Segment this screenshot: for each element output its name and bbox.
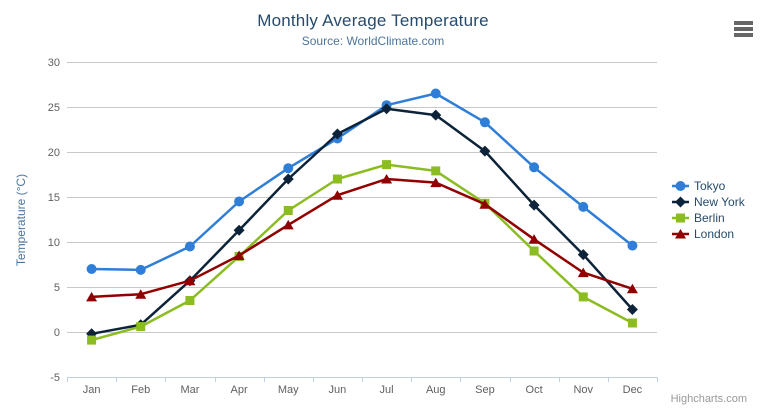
legend-item-new-york[interactable]: New York xyxy=(672,194,745,210)
marker-london[interactable] xyxy=(430,177,442,188)
marker-london[interactable] xyxy=(577,267,589,278)
marker-london[interactable] xyxy=(233,250,245,261)
marker-berlin[interactable] xyxy=(185,296,195,305)
y-axis-label: -5 xyxy=(50,372,60,384)
legend-marker-circle-icon xyxy=(672,181,689,191)
marker-london[interactable] xyxy=(86,291,98,302)
legend-item-label: New York xyxy=(694,195,745,209)
series-tokyo xyxy=(86,88,638,275)
marker-tokyo[interactable] xyxy=(479,117,490,128)
x-axis-label: Jun xyxy=(329,384,347,396)
marker-new-york[interactable] xyxy=(528,199,540,211)
y-axis-label: 5 xyxy=(54,282,60,294)
series-line-berlin[interactable] xyxy=(90,163,634,342)
series-line-new-york[interactable] xyxy=(90,107,634,336)
marker-berlin[interactable] xyxy=(431,166,441,176)
marker-new-york[interactable] xyxy=(381,103,393,115)
marker-tokyo[interactable] xyxy=(578,201,589,212)
marker-berlin[interactable] xyxy=(529,246,539,256)
y-axis-label: 30 xyxy=(48,57,60,69)
series-line-tokyo[interactable] xyxy=(90,92,634,272)
marker-new-york[interactable] xyxy=(331,128,343,140)
legend-marker-diamond-icon xyxy=(672,196,689,208)
marker-tokyo[interactable] xyxy=(86,264,97,274)
marker-london[interactable] xyxy=(135,289,147,299)
marker-berlin[interactable] xyxy=(382,160,392,170)
legend-marker-square-icon xyxy=(672,213,689,223)
x-axis-label: Nov xyxy=(573,384,593,396)
legend-marker-shape[interactable] xyxy=(676,213,685,223)
chart-subtitle: Source: WorldClimate.com xyxy=(301,34,445,48)
x-axis-label: Sep xyxy=(475,384,495,396)
marker-new-york[interactable] xyxy=(282,173,294,185)
context-menu-button[interactable] xyxy=(731,18,757,40)
x-axis-label: Apr xyxy=(231,384,248,396)
marker-berlin[interactable] xyxy=(283,206,293,215)
legend: Tokyo New York Berlin London xyxy=(672,178,745,242)
legend-marker-shape[interactable] xyxy=(675,229,686,239)
marker-tokyo[interactable] xyxy=(627,240,638,251)
highcharts-credit[interactable]: Highcharts.com xyxy=(670,393,747,405)
x-axis-label: Dec xyxy=(623,384,643,396)
series-london xyxy=(86,174,638,302)
marker-tokyo[interactable] xyxy=(430,88,441,99)
marker-tokyo[interactable] xyxy=(184,241,195,252)
x-axis-label: Oct xyxy=(526,384,543,396)
y-axis-label: 0 xyxy=(54,327,60,339)
marker-tokyo[interactable] xyxy=(135,264,146,275)
legend-marker-shape[interactable] xyxy=(675,196,686,208)
y-axis-label: 20 xyxy=(48,147,60,159)
chart-title: Monthly Average Temperature xyxy=(257,11,489,30)
y-axis-label: 15 xyxy=(48,192,60,204)
marker-london[interactable] xyxy=(479,199,491,209)
series-new-york xyxy=(86,103,638,340)
marker-london[interactable] xyxy=(528,234,540,244)
legend-item-label: Berlin xyxy=(694,211,725,225)
x-axis-label: Aug xyxy=(426,384,446,396)
marker-tokyo[interactable] xyxy=(234,196,245,207)
legend-item-tokyo[interactable]: Tokyo xyxy=(672,178,745,194)
marker-tokyo[interactable] xyxy=(283,163,294,174)
marker-new-york[interactable] xyxy=(233,224,245,236)
legend-item-label: London xyxy=(694,227,735,241)
marker-berlin[interactable] xyxy=(332,174,342,184)
x-axis-label: Jan xyxy=(83,384,101,396)
marker-tokyo[interactable] xyxy=(529,162,540,173)
marker-london[interactable] xyxy=(626,283,638,294)
marker-new-york[interactable] xyxy=(577,249,589,261)
marker-berlin[interactable] xyxy=(627,318,637,328)
legend-marker-triangle-icon xyxy=(672,229,689,239)
x-axis-label: May xyxy=(278,384,299,396)
legend-item-label: Tokyo xyxy=(694,179,726,193)
marker-new-york[interactable] xyxy=(479,145,491,157)
series-line-london[interactable] xyxy=(90,177,634,299)
marker-new-york[interactable] xyxy=(626,304,638,315)
y-axis-label: 25 xyxy=(48,102,60,114)
marker-london[interactable] xyxy=(282,219,294,230)
marker-berlin[interactable] xyxy=(87,335,97,345)
y-axis-label: 10 xyxy=(48,237,60,249)
marker-london[interactable] xyxy=(184,275,196,286)
marker-london[interactable] xyxy=(381,174,393,184)
legend-item-berlin[interactable]: Berlin xyxy=(672,210,745,226)
marker-new-york[interactable] xyxy=(430,109,442,121)
marker-london[interactable] xyxy=(331,190,343,200)
legend-item-london[interactable]: London xyxy=(672,226,745,242)
legend-marker-shape[interactable] xyxy=(675,181,686,191)
marker-berlin[interactable] xyxy=(136,322,146,332)
hamburger-icon xyxy=(734,21,754,37)
x-axis-label: Jul xyxy=(380,384,394,396)
x-axis-label: Mar xyxy=(180,384,199,396)
x-axis-label: Feb xyxy=(131,384,150,396)
marker-berlin[interactable] xyxy=(578,292,588,302)
